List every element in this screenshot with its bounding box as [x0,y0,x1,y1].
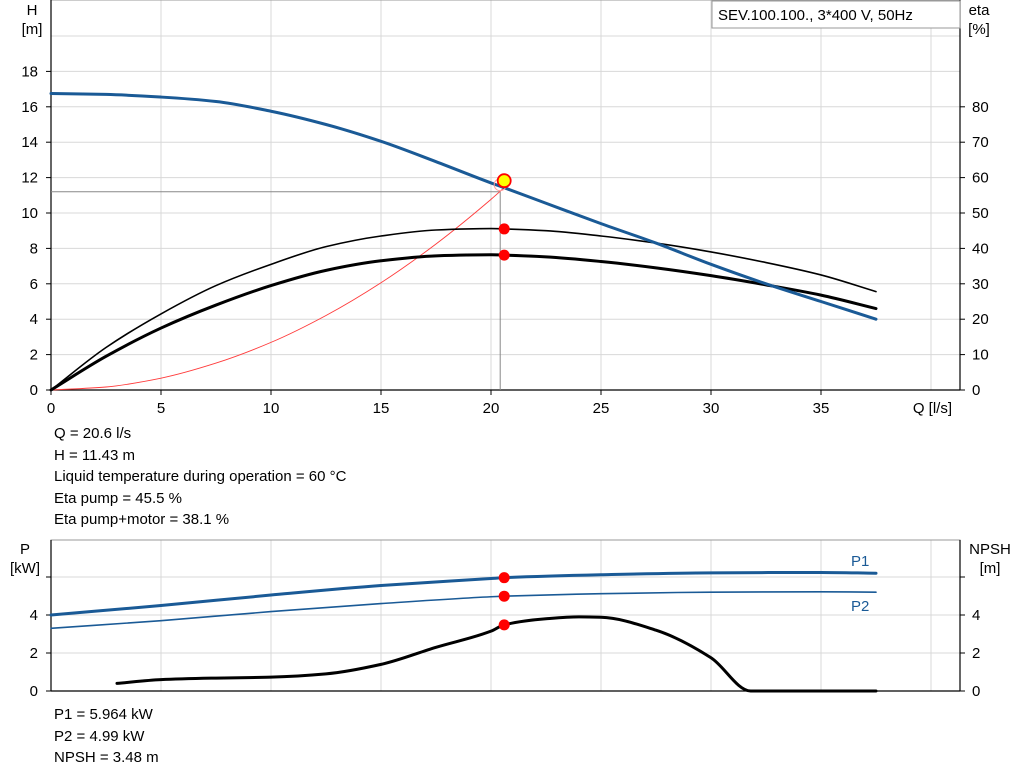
system-curve [50,187,505,391]
chart-title: SEV.100.100., 3*400 V, 50Hz [718,7,913,24]
y2-axis-label: eta [969,2,991,19]
readout-p1: P1 = 5.964 kW [54,706,153,723]
y-tick-label: 12 [21,170,38,187]
x-tick-label: 35 [813,400,830,417]
y-axis-unit: [m] [22,21,43,38]
y2-tick-label: 50 [972,205,989,222]
y2-tick-label: 20 [972,311,989,328]
readout-liquid-temperature: Liquid temperature during operation = 60… [54,468,347,485]
x-tick-label: 10 [263,400,280,417]
y2-tick-label: 10 [972,347,989,364]
head-curve [49,92,878,321]
readout-flow: Q = 20.6 l/s [54,425,132,442]
p2-series-label: P2 [851,598,869,615]
npsh-tick-label: 2 [972,645,980,662]
y-axis-label: H [27,2,38,19]
x-tick-label: 30 [703,400,720,417]
eta-pump-motor-marker [498,249,510,261]
y2-tick-label: 70 [972,134,989,151]
p1-series-label: P1 [851,553,869,570]
duty-point-marker [496,173,512,189]
y2-tick-label: 80 [972,99,989,116]
eta-pump-motor-curve [49,253,878,392]
y-tick-label: 10 [21,205,38,222]
x-tick-label: 15 [373,400,390,417]
p-tick-label: 2 [30,645,38,662]
top-chart: 0 5 10 15 20 25 30 35 Q [l/s] 0 2 4 6 8 10 12 14 16 18 H [m]… [21,0,990,417]
eta-pump-curve [50,227,877,391]
top-grid [51,0,960,390]
npsh-curve [115,615,878,693]
top-plot-frame [50,0,961,391]
p-axis-label: P [20,541,30,558]
y-tick-label: 4 [30,311,38,328]
p-axis-unit: [kW] [10,560,40,577]
readout-eta-pump-motor: Eta pump+motor = 38.1 % [54,511,230,528]
p1-marker [498,572,510,584]
y-tick-label: 0 [30,382,38,399]
p-tick-label: 4 [30,607,38,624]
p-tick-label: 0 [30,683,38,700]
y-tick-label: 6 [30,276,38,293]
npsh-tick-label: 4 [972,607,980,624]
x-tick-label: 5 [157,400,165,417]
y2-tick-label: 40 [972,240,989,257]
readout-eta-pump: Eta pump = 45.5 % [54,489,182,507]
y-tick-label: 14 [21,134,38,151]
y2-tick-label: 60 [972,170,989,187]
title-box [711,0,961,29]
p2-curve [50,591,877,630]
y2-tick-label: 0 [972,382,980,399]
x-tick-label: 20 [483,400,500,417]
bottom-chart: 0 2 4 0 2 4 P [kW] NPSH [m] P1 P2 [10,539,1011,700]
y-tick-label: 2 [30,347,38,364]
readout-npsh: NPSH = 3.48 m [54,749,159,766]
eta-pump-marker [498,223,510,235]
x-tick-label: 25 [593,400,610,417]
x-tick-label: 0 [47,400,55,417]
y-tick-label: 16 [21,99,38,116]
bottom-readouts: P1 = 5.964 kW P2 = 4.99 kW NPSH = 3.48 m [54,704,159,769]
bottom-grid [51,540,960,691]
y-tick-label: 8 [30,240,38,257]
top-readouts: Q = 20.6 l/s H = 11.43 m Liquid temperat… [54,423,346,531]
y2-tick-label: 30 [972,276,989,293]
pump-curve-chart: 0 5 10 15 20 25 30 35 Q [l/s]024681012141618H[m]… [10,0,1011,700]
y2-axis-unit: [%] [968,21,990,38]
npsh-axis-unit: [m] [980,560,1001,577]
p2-marker [498,590,510,602]
readout-head: H = 11.43 m [54,446,136,464]
p1-curve [49,570,878,617]
npsh-marker [498,619,510,631]
npsh-tick-label: 0 [972,683,980,700]
x-axis-label: Q [l/s] [913,400,952,417]
npsh-axis-label: NPSH [969,541,1011,558]
readout-p2: P2 = 4.99 kW [54,727,145,745]
y-tick-label: 18 [21,63,38,80]
